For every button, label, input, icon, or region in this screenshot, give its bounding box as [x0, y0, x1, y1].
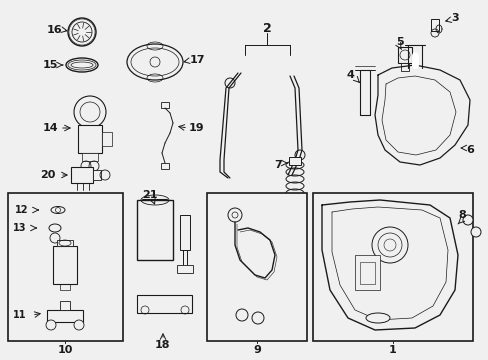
- Circle shape: [74, 320, 84, 330]
- Ellipse shape: [127, 44, 183, 80]
- Text: 2: 2: [262, 22, 271, 35]
- Bar: [161, 102, 169, 108]
- Text: 18: 18: [154, 340, 169, 350]
- Bar: [60, 301, 70, 310]
- Circle shape: [236, 309, 247, 321]
- Text: 17: 17: [189, 55, 204, 65]
- Bar: [177, 265, 193, 273]
- Bar: [397, 47, 411, 63]
- Circle shape: [227, 208, 242, 222]
- Text: 10: 10: [57, 345, 73, 355]
- Circle shape: [46, 320, 56, 330]
- Text: 1: 1: [388, 345, 396, 355]
- Bar: [359, 262, 374, 284]
- Text: 14: 14: [42, 123, 58, 133]
- Text: 3: 3: [450, 13, 458, 23]
- Bar: [161, 163, 169, 169]
- Bar: [78, 125, 102, 153]
- Circle shape: [371, 227, 407, 263]
- Text: 4: 4: [346, 70, 353, 80]
- Bar: [93, 170, 101, 180]
- Bar: [137, 200, 173, 260]
- Text: 19: 19: [189, 123, 204, 133]
- Bar: [137, 295, 192, 313]
- Text: 20: 20: [40, 170, 56, 180]
- Text: 8: 8: [457, 210, 465, 220]
- Text: 9: 9: [253, 345, 261, 355]
- Circle shape: [470, 227, 480, 237]
- Text: 13: 13: [13, 223, 27, 233]
- Bar: [400, 63, 408, 71]
- Bar: [8, 193, 123, 341]
- Ellipse shape: [71, 62, 93, 68]
- Text: 5: 5: [395, 37, 403, 47]
- Bar: [53, 246, 77, 284]
- Polygon shape: [359, 70, 369, 115]
- Circle shape: [251, 312, 264, 324]
- Bar: [312, 193, 472, 341]
- Bar: [102, 132, 112, 146]
- Circle shape: [462, 215, 472, 225]
- Bar: [206, 193, 306, 341]
- Bar: [82, 153, 98, 161]
- Bar: [60, 284, 70, 290]
- Text: 21: 21: [142, 190, 158, 200]
- Bar: [180, 215, 190, 250]
- Text: 12: 12: [15, 205, 29, 215]
- Bar: [57, 240, 73, 246]
- Bar: [430, 19, 438, 31]
- Bar: [288, 157, 301, 165]
- Text: 11: 11: [13, 310, 27, 320]
- Text: 15: 15: [42, 60, 58, 70]
- Ellipse shape: [50, 233, 60, 243]
- Text: 7: 7: [274, 160, 281, 170]
- Text: 6: 6: [465, 145, 473, 155]
- Bar: [71, 167, 93, 183]
- Circle shape: [74, 96, 106, 128]
- Bar: [47, 310, 83, 322]
- Bar: [354, 255, 379, 290]
- Text: 16: 16: [46, 25, 61, 35]
- Ellipse shape: [365, 313, 389, 323]
